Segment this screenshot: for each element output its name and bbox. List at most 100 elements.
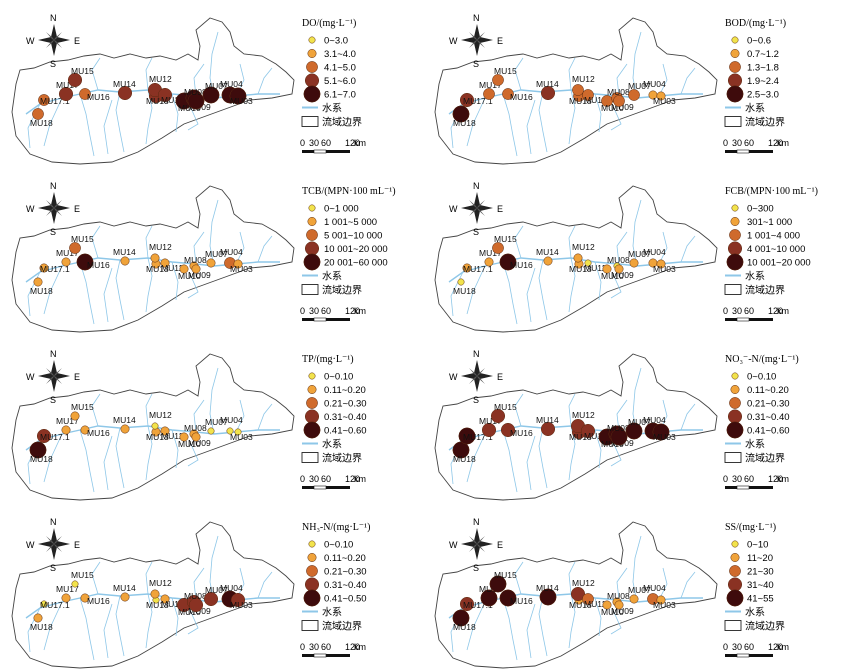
map-svg-tcb: MU18MU17.1MU17MU16MU15MU14MU13MU12MU11MU… (11, 181, 396, 333)
site-label-MU13: MU13 (569, 432, 592, 442)
site-marker-MU03 (656, 595, 666, 605)
scale-unit-label: km (354, 138, 366, 148)
site-label-MU08: MU08 (184, 255, 207, 265)
river-line (502, 429, 518, 493)
site-label-MU17: MU17 (479, 248, 502, 258)
river-line (632, 31, 642, 99)
map-svg-no3: MU18MU17.1MU17MU16MU15MU14MU13MU12MU11MU… (434, 349, 799, 501)
legend-class-label: 0~10 (747, 540, 768, 551)
site-label-MU15: MU15 (494, 66, 517, 76)
river-line (514, 57, 524, 91)
site-label-MU18: MU18 (30, 454, 53, 464)
scale-tick-label: 120 (768, 306, 783, 316)
legend-swatch-1 (308, 372, 316, 380)
compass-s-label: S (473, 395, 479, 405)
site-label-MU08: MU08 (184, 591, 207, 601)
river-line (115, 259, 125, 321)
site-label-MU16: MU16 (510, 428, 533, 438)
river-line (568, 393, 576, 427)
scale-tick-label: 30 (732, 306, 742, 316)
site-marker-MU16 (80, 593, 90, 603)
site-label-MU10: MU10 (601, 607, 624, 617)
site-label-MU11: MU11 (584, 263, 606, 273)
river-line (115, 91, 125, 153)
legend-boundary-label: 流域边界 (322, 284, 362, 297)
site-label-MU13: MU13 (569, 96, 592, 106)
legend-class-label: 10 001~20 000 (324, 244, 388, 255)
compass-w-label: W (26, 540, 35, 550)
site-marker-MU03 (656, 91, 666, 101)
river-line (632, 199, 642, 267)
map-panel-nh3: MU18 MU17.1 MU17 MU16 MU15 MU14 MU13 MU12 MU11 MU… (0, 504, 423, 672)
legend-title: FCB/(MPN·100 mL⁻¹) (725, 186, 818, 197)
legend-swatch-2 (307, 217, 317, 226)
legend-swatch-1 (308, 540, 316, 548)
legend-swatch-2 (730, 49, 740, 58)
site-label-MU17: MU17 (56, 584, 79, 594)
site-label-MU14: MU14 (536, 247, 559, 257)
compass-w-label: W (449, 540, 458, 550)
site-label-MU04: MU04 (220, 583, 243, 593)
legend-class-label: 0.11~0.20 (747, 385, 789, 396)
legend-swatch-5 (303, 85, 321, 103)
scale-tick-label: 30 (309, 642, 319, 652)
legend-swatch-2 (307, 385, 317, 394)
compass-icon: N S W E (449, 349, 503, 405)
compass-icon: N S W E (449, 181, 503, 237)
legend-title: DO/(mg·L⁻¹) (302, 18, 356, 29)
scale-tick-label: 30 (309, 138, 319, 148)
legend-swatch-4 (304, 409, 320, 424)
site-label-MU03: MU03 (230, 96, 253, 106)
river-line (257, 403, 273, 431)
legend-swatch-2 (307, 553, 317, 562)
legend-class-label: 0.31~0.40 (747, 412, 790, 423)
site-label-MU15: MU15 (494, 402, 517, 412)
site-label-MU07: MU07 (628, 585, 651, 595)
legend-boundary-label: 流域边界 (745, 620, 785, 633)
compass-icon: N S W E (26, 13, 80, 69)
site-marker-MU16 (80, 425, 90, 435)
legend-class-label: 1 001~4 000 (747, 231, 800, 242)
compass-s-label: S (50, 227, 56, 237)
site-label-MU12: MU12 (572, 410, 595, 420)
legend-class-label: 1 001~5 000 (324, 217, 377, 228)
legend-swatch-4 (304, 577, 320, 592)
legend-class-label: 0~3.0 (324, 36, 348, 47)
site-label-MU12: MU12 (572, 578, 595, 588)
river-line (103, 99, 113, 155)
scale-unit-label: km (354, 642, 366, 652)
scale-tick-label: 30 (309, 306, 319, 316)
site-label-MU07: MU07 (205, 81, 228, 91)
river-line (79, 597, 95, 661)
scale-tick-label: 0 (300, 474, 305, 484)
legend-class-label: 4 001~10 000 (747, 244, 805, 255)
site-marker-MU11 (157, 87, 173, 103)
site-marker-MU11 (160, 258, 170, 268)
legend-class-label: 3.1~4.0 (324, 49, 356, 60)
legend-boundary-label: 流域边界 (322, 452, 362, 465)
site-label-MU17.1: MU17.1 (463, 600, 493, 610)
legend-class-label: 0.21~0.30 (324, 567, 367, 578)
site-label-MU16: MU16 (510, 92, 533, 102)
river-line (103, 435, 113, 491)
compass-w-label: W (26, 36, 35, 46)
scale-bar (725, 485, 773, 490)
river-line (526, 603, 536, 659)
site-label-MU16: MU16 (87, 596, 110, 606)
site-label-MU10: MU10 (178, 607, 201, 617)
compass-e-label: E (74, 204, 80, 214)
legend-class-label: 5.1~6.0 (324, 76, 356, 87)
site-label-MU17: MU17 (479, 80, 502, 90)
scale-tick-label: 120 (345, 474, 360, 484)
site-label-MU07: MU07 (205, 417, 228, 427)
river-line (103, 267, 113, 323)
site-marker-MU12 (150, 253, 160, 263)
compass-w-label: W (26, 204, 35, 214)
site-label-MU17.1: MU17.1 (40, 600, 70, 610)
site-marker-MU07 (206, 258, 216, 268)
site-label-MU03: MU03 (230, 600, 253, 610)
site-marker-MU17.1 (462, 263, 472, 273)
legend-boundary-swatch (724, 452, 742, 463)
site-marker-MU15 (71, 580, 79, 588)
river-line (680, 571, 696, 599)
